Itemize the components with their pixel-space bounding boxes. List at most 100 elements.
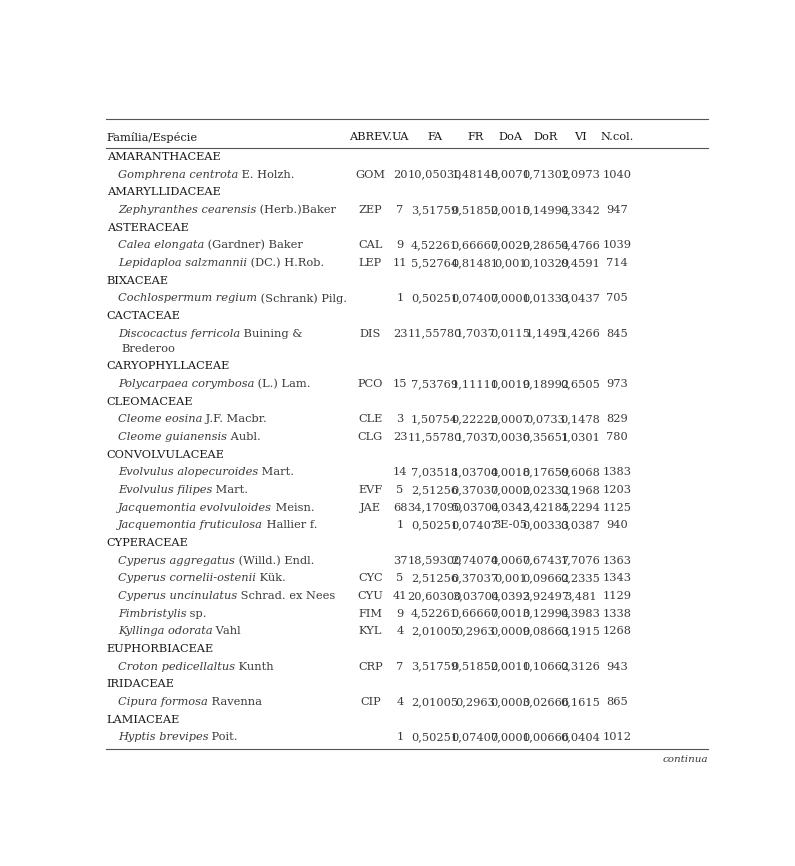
Text: FIM: FIM bbox=[359, 609, 382, 618]
Text: Vahl: Vahl bbox=[212, 626, 241, 637]
Text: N.col.: N.col. bbox=[600, 132, 634, 142]
Text: 0,0013: 0,0013 bbox=[491, 609, 530, 618]
Text: 0,66667: 0,66667 bbox=[452, 240, 498, 250]
Text: CARYOPHYLLACEAE: CARYOPHYLLACEAE bbox=[107, 361, 230, 372]
Text: 0,0003: 0,0003 bbox=[491, 697, 530, 707]
Text: Jacquemontia fruticulosa: Jacquemontia fruticulosa bbox=[118, 520, 262, 530]
Text: 0,0007: 0,0007 bbox=[491, 414, 530, 424]
Text: 23: 23 bbox=[393, 328, 407, 339]
Text: 1343: 1343 bbox=[603, 573, 631, 584]
Text: 23: 23 bbox=[393, 432, 407, 442]
Text: Hallier f.: Hallier f. bbox=[262, 520, 317, 530]
Text: 3E-05: 3E-05 bbox=[494, 520, 527, 530]
Text: Kunth: Kunth bbox=[235, 662, 273, 672]
Text: 0,4766: 0,4766 bbox=[560, 240, 600, 250]
Text: 2,01005: 2,01005 bbox=[411, 697, 458, 707]
Text: 1129: 1129 bbox=[603, 591, 631, 601]
Text: EUPHORBIACEAE: EUPHORBIACEAE bbox=[107, 644, 214, 654]
Text: 5: 5 bbox=[397, 573, 404, 584]
Text: Cyperus cornelii-ostenii: Cyperus cornelii-ostenii bbox=[118, 573, 256, 584]
Text: 0,81481: 0,81481 bbox=[452, 258, 498, 268]
Text: 845: 845 bbox=[606, 328, 628, 339]
Text: GOM: GOM bbox=[355, 170, 386, 179]
Text: 2,74074: 2,74074 bbox=[452, 556, 498, 565]
Text: Lepidaploa salzmannii: Lepidaploa salzmannii bbox=[118, 258, 247, 268]
Text: 0,3983: 0,3983 bbox=[560, 609, 600, 618]
Text: 0,1968: 0,1968 bbox=[560, 485, 600, 495]
Text: 1,7037: 1,7037 bbox=[456, 328, 495, 339]
Text: JAE: JAE bbox=[360, 502, 381, 513]
Text: 0,0342: 0,0342 bbox=[491, 502, 530, 513]
Text: 1,7076: 1,7076 bbox=[560, 556, 600, 565]
Text: Kük.: Kük. bbox=[256, 573, 285, 584]
Text: 2,01005: 2,01005 bbox=[411, 626, 458, 637]
Text: 0,07407: 0,07407 bbox=[452, 294, 498, 303]
Text: (Willd.) Endl.: (Willd.) Endl. bbox=[235, 556, 314, 566]
Text: 1039: 1039 bbox=[603, 240, 631, 250]
Text: 940: 940 bbox=[606, 520, 628, 530]
Text: FA: FA bbox=[427, 132, 442, 142]
Text: 0,00666: 0,00666 bbox=[522, 733, 569, 742]
Text: 1203: 1203 bbox=[603, 485, 631, 495]
Text: 3,42185: 3,42185 bbox=[522, 502, 569, 513]
Text: 1040: 1040 bbox=[603, 170, 631, 179]
Text: 0,02666: 0,02666 bbox=[522, 697, 569, 707]
Text: 0,02332: 0,02332 bbox=[522, 485, 569, 495]
Text: CYU: CYU bbox=[358, 591, 383, 601]
Text: 0,0036: 0,0036 bbox=[491, 432, 530, 442]
Text: Evolvulus alopecuroides: Evolvulus alopecuroides bbox=[118, 468, 258, 477]
Text: 15: 15 bbox=[393, 379, 407, 389]
Text: 5,03704: 5,03704 bbox=[452, 502, 498, 513]
Text: 0,18992: 0,18992 bbox=[522, 379, 569, 389]
Text: LAMIACEAE: LAMIACEAE bbox=[107, 714, 180, 725]
Text: 0,66667: 0,66667 bbox=[452, 609, 498, 618]
Text: CYPERACEAE: CYPERACEAE bbox=[107, 538, 188, 548]
Text: continua: continua bbox=[662, 755, 708, 765]
Text: 1383: 1383 bbox=[603, 468, 631, 477]
Text: 1,03704: 1,03704 bbox=[452, 468, 498, 477]
Text: PCO: PCO bbox=[358, 379, 383, 389]
Text: 18,59300: 18,59300 bbox=[407, 556, 462, 565]
Text: BIXACEAE: BIXACEAE bbox=[107, 275, 169, 286]
Text: J.F. Macbr.: J.F. Macbr. bbox=[202, 414, 267, 424]
Text: 0,67437: 0,67437 bbox=[522, 556, 569, 565]
Text: 41: 41 bbox=[393, 591, 407, 601]
Text: CIP: CIP bbox=[360, 697, 381, 707]
Text: 0,1915: 0,1915 bbox=[560, 626, 600, 637]
Text: Mart.: Mart. bbox=[258, 468, 294, 477]
Text: 3,51759: 3,51759 bbox=[411, 205, 458, 215]
Text: 0,10329: 0,10329 bbox=[522, 258, 569, 268]
Text: 3,92497: 3,92497 bbox=[522, 591, 569, 601]
Text: (L.) Lam.: (L.) Lam. bbox=[254, 379, 311, 390]
Text: (DC.) H.Rob.: (DC.) H.Rob. bbox=[247, 258, 324, 268]
Text: 0,37037: 0,37037 bbox=[452, 485, 498, 495]
Text: 0,0067: 0,0067 bbox=[491, 556, 530, 565]
Text: 0,001: 0,001 bbox=[494, 258, 526, 268]
Text: CYC: CYC bbox=[359, 573, 382, 584]
Text: 0,0011: 0,0011 bbox=[491, 662, 530, 672]
Text: 1,4266: 1,4266 bbox=[560, 328, 600, 339]
Text: Jacquemontia evolvuloides: Jacquemontia evolvuloides bbox=[118, 502, 272, 513]
Text: 11,55780: 11,55780 bbox=[407, 432, 462, 442]
Text: 0,4591: 0,4591 bbox=[560, 258, 600, 268]
Text: 4: 4 bbox=[397, 626, 404, 637]
Text: 68: 68 bbox=[393, 502, 407, 513]
Text: AMARANTHACEAE: AMARANTHACEAE bbox=[107, 152, 220, 162]
Text: 0,3126: 0,3126 bbox=[560, 662, 600, 672]
Text: E. Holzh.: E. Holzh. bbox=[238, 170, 295, 179]
Text: 10,05030: 10,05030 bbox=[407, 170, 462, 179]
Text: 0,01333: 0,01333 bbox=[522, 294, 569, 303]
Text: Família/Espécie: Família/Espécie bbox=[107, 132, 198, 143]
Text: 1268: 1268 bbox=[603, 626, 631, 637]
Text: 20: 20 bbox=[393, 170, 407, 179]
Text: 0,0387: 0,0387 bbox=[560, 520, 600, 530]
Text: Aubl.: Aubl. bbox=[227, 432, 261, 442]
Text: 780: 780 bbox=[606, 432, 628, 442]
Text: 1012: 1012 bbox=[603, 733, 631, 742]
Text: 0,3342: 0,3342 bbox=[560, 205, 600, 215]
Text: Croton pedicellaltus: Croton pedicellaltus bbox=[118, 662, 235, 672]
Text: 0,51852: 0,51852 bbox=[452, 205, 498, 215]
Text: 947: 947 bbox=[606, 205, 628, 215]
Text: 0,28654: 0,28654 bbox=[522, 240, 569, 250]
Text: 1: 1 bbox=[397, 294, 404, 303]
